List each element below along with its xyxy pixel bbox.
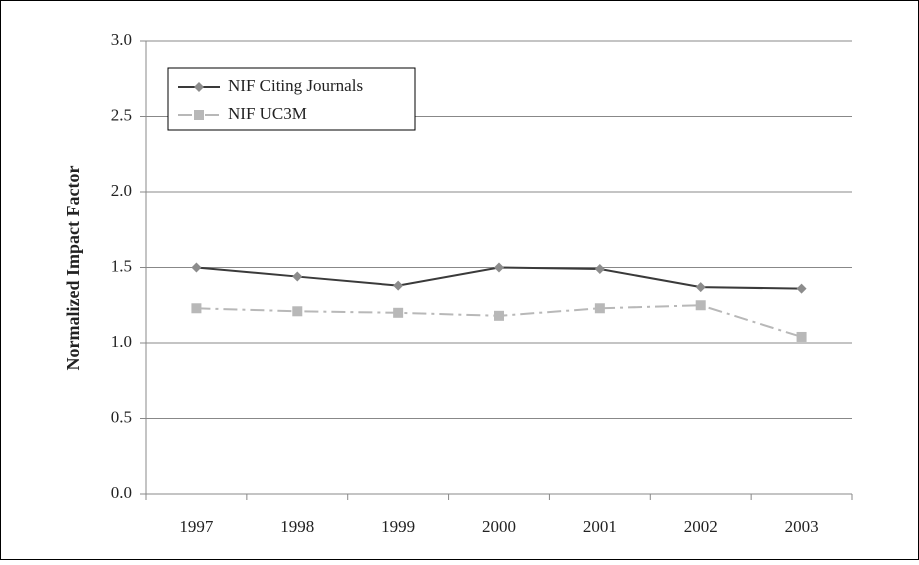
x-tick-label: 1999 (381, 517, 415, 536)
marker (292, 306, 303, 317)
legend-box (167, 67, 416, 131)
x-tick-label: 2001 (583, 517, 617, 536)
marker (796, 331, 807, 342)
marker (695, 300, 706, 311)
y-tick-label: 0.0 (111, 483, 132, 502)
y-axis-label: Normalized Impact Factor (63, 166, 83, 371)
marker (494, 310, 504, 321)
marker (594, 264, 605, 275)
y-tick-label: 1.0 (111, 332, 132, 351)
x-tick-label: 2003 (785, 517, 819, 536)
x-tick-label: 1998 (280, 517, 314, 536)
y-tick-label: 1.5 (111, 256, 132, 275)
marker (393, 280, 404, 291)
y-tick-label: 3.0 (111, 30, 132, 49)
marker (393, 307, 404, 318)
legend-marker (194, 82, 204, 92)
legend-label: NIF UC3M (228, 104, 307, 123)
legend-marker (194, 110, 204, 120)
marker (695, 282, 706, 293)
marker (494, 262, 504, 273)
marker (191, 303, 202, 314)
y-tick-label: 2.0 (111, 181, 132, 200)
marker (292, 271, 303, 282)
y-tick-label: 0.5 (111, 407, 132, 426)
legend-label: NIF Citing Journals (228, 76, 363, 95)
marker (594, 303, 605, 314)
x-tick-label: 1997 (179, 517, 214, 536)
y-tick-label: 2.5 (111, 105, 132, 124)
marker (796, 283, 807, 294)
marker (191, 262, 202, 273)
x-tick-label: 2000 (482, 517, 516, 536)
x-tick-label: 2002 (684, 517, 718, 536)
